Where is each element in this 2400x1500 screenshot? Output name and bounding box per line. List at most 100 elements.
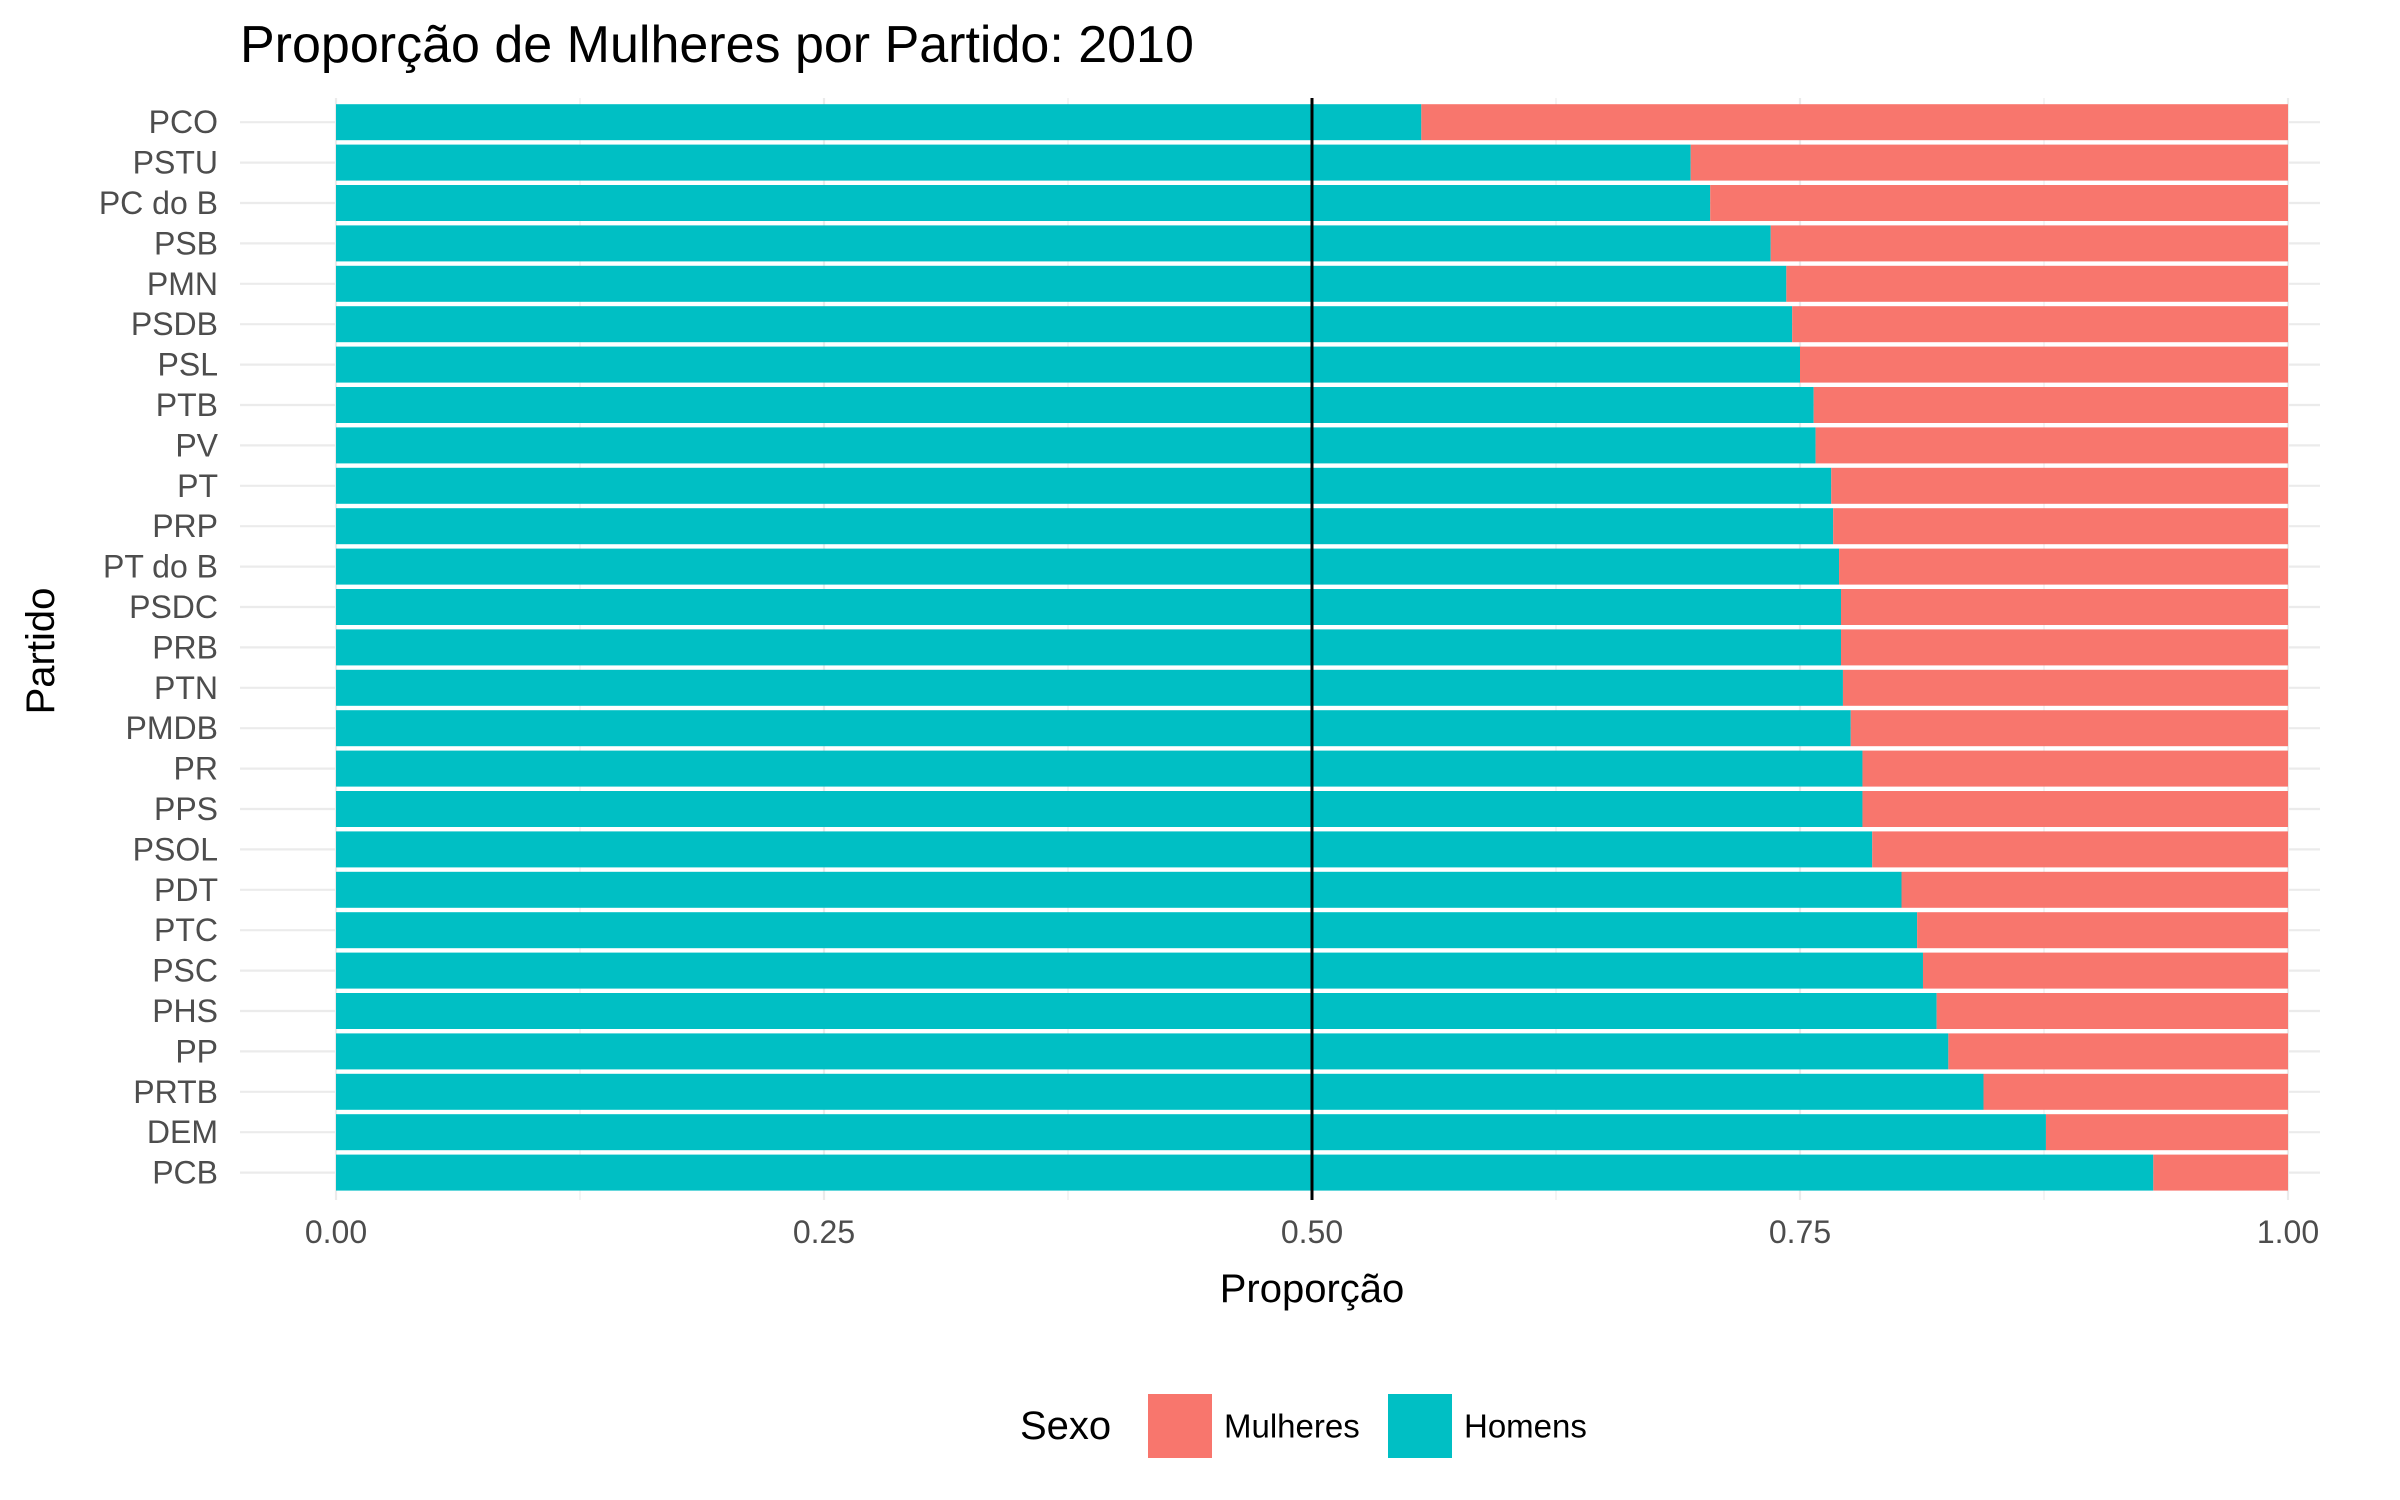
x-tick-label: 0.50: [1281, 1214, 1343, 1250]
bar-mulheres: [1839, 548, 2288, 585]
x-tick-label: 0.00: [305, 1214, 367, 1250]
y-tick-label: PT do B: [103, 549, 218, 585]
y-tick-label: PSDC: [129, 589, 218, 625]
bar-homens: [336, 306, 1793, 343]
bar-homens: [336, 871, 1902, 908]
bar-homens: [336, 589, 1841, 625]
bar-mulheres: [1862, 750, 2288, 787]
bar-mulheres: [1936, 993, 2288, 1029]
bar-mulheres: [1948, 1033, 2288, 1070]
bar-homens: [336, 508, 1834, 545]
legend-title: Sexo: [1020, 1404, 1111, 1448]
chart-title: Proporção de Mulheres por Partido: 2010: [240, 16, 1194, 74]
legend-label-homens: Homens: [1464, 1408, 1587, 1445]
bar-mulheres: [1840, 629, 2288, 666]
y-tick-label: PSTU: [133, 145, 218, 181]
bar-homens: [336, 750, 1863, 787]
bar-mulheres: [1850, 710, 2288, 747]
y-tick-label: PPS: [154, 791, 218, 827]
bar-mulheres: [1922, 952, 2288, 989]
bar-homens: [336, 791, 1863, 827]
y-tick-label: PP: [175, 1033, 218, 1069]
y-tick-label: PCO: [149, 104, 218, 140]
bar-homens: [336, 185, 1711, 221]
bar-homens: [336, 831, 1873, 868]
bar-homens: [336, 993, 1937, 1029]
y-tick-label: PR: [174, 751, 218, 787]
y-tick-label: PRB: [152, 629, 218, 665]
y-tick-label: PTB: [156, 387, 218, 423]
bar-homens: [336, 104, 1422, 141]
bar-mulheres: [1813, 387, 2288, 423]
y-tick-label: PRP: [152, 508, 218, 544]
y-axis-ticks: PCO PSTU PC do B PSB PMN PSDB PSL PTB PV PT PRP PT …: [99, 104, 219, 1190]
bar-homens: [336, 952, 1923, 989]
x-tick-label: 0.25: [793, 1214, 855, 1250]
bar-homens: [336, 912, 1918, 949]
bar-homens: [336, 669, 1843, 706]
y-tick-label: DEM: [147, 1114, 218, 1150]
bar-mulheres: [1840, 589, 2288, 625]
x-tick-label: 0.75: [1769, 1214, 1831, 1250]
bar-homens: [336, 710, 1851, 747]
bar-homens: [336, 1073, 1984, 1110]
y-tick-label: PHS: [152, 993, 218, 1029]
bar-homens: [336, 144, 1691, 181]
bar-mulheres: [1872, 831, 2288, 868]
bar-homens: [336, 265, 1787, 302]
bar-mulheres: [1710, 185, 2288, 221]
y-tick-label: PSOL: [133, 831, 218, 867]
y-tick-label: PSDB: [131, 306, 218, 342]
y-tick-label: PMDB: [126, 710, 218, 746]
y-tick-label: PRTB: [133, 1074, 218, 1110]
legend: Sexo Mulheres Homens: [1020, 1394, 1587, 1458]
bar-homens: [336, 548, 1840, 585]
bar-mulheres: [1983, 1073, 2288, 1110]
y-tick-label: PT: [177, 468, 218, 504]
bar-mulheres: [1792, 306, 2288, 343]
y-axis-title: Partido: [19, 588, 63, 715]
bar-mulheres: [1901, 871, 2288, 908]
bar-mulheres: [1421, 104, 2288, 141]
bar-mulheres: [2045, 1114, 2288, 1151]
bar-mulheres: [1831, 467, 2288, 504]
bar-mulheres: [1770, 225, 2288, 262]
y-tick-label: PDT: [154, 872, 218, 908]
bar-homens: [336, 1114, 2046, 1151]
y-tick-label: PTC: [154, 912, 218, 948]
x-axis-title: Proporção: [1220, 1267, 1405, 1311]
bar-mulheres: [1800, 346, 2288, 383]
bar-mulheres: [1786, 265, 2288, 302]
bar-mulheres: [1862, 791, 2288, 827]
bar-homens: [336, 1154, 2154, 1191]
bar-homens: [336, 629, 1841, 666]
bars: [336, 104, 2288, 1191]
y-tick-label: PMN: [147, 266, 218, 302]
bar-mulheres: [1833, 508, 2288, 545]
legend-key-mulheres: [1148, 1394, 1212, 1458]
x-axis-ticks: 0.00 0.25 0.50 0.75 1.00: [305, 1214, 2319, 1250]
bar-homens: [336, 346, 1800, 383]
bar-homens: [336, 225, 1771, 262]
bar-mulheres: [1842, 669, 2288, 706]
y-tick-label: PSL: [158, 347, 218, 383]
bar-homens: [336, 467, 1832, 504]
y-tick-label: PSB: [154, 225, 218, 261]
legend-label-mulheres: Mulheres: [1224, 1408, 1360, 1445]
bar-homens: [336, 387, 1814, 423]
y-tick-label: PV: [175, 427, 218, 463]
y-tick-label: PC do B: [99, 185, 218, 221]
bar-homens: [336, 427, 1816, 464]
y-tick-label: PSC: [152, 953, 218, 989]
bar-homens: [336, 1033, 1949, 1070]
y-tick-label: PTN: [154, 670, 218, 706]
bar-mulheres: [2153, 1154, 2288, 1191]
x-tick-label: 1.00: [2257, 1214, 2319, 1250]
bar-mulheres: [1690, 144, 2288, 181]
bar-mulheres: [1815, 427, 2288, 464]
bar-mulheres: [1917, 912, 2288, 949]
y-tick-label: PCB: [152, 1155, 218, 1191]
legend-key-homens: [1388, 1394, 1452, 1458]
